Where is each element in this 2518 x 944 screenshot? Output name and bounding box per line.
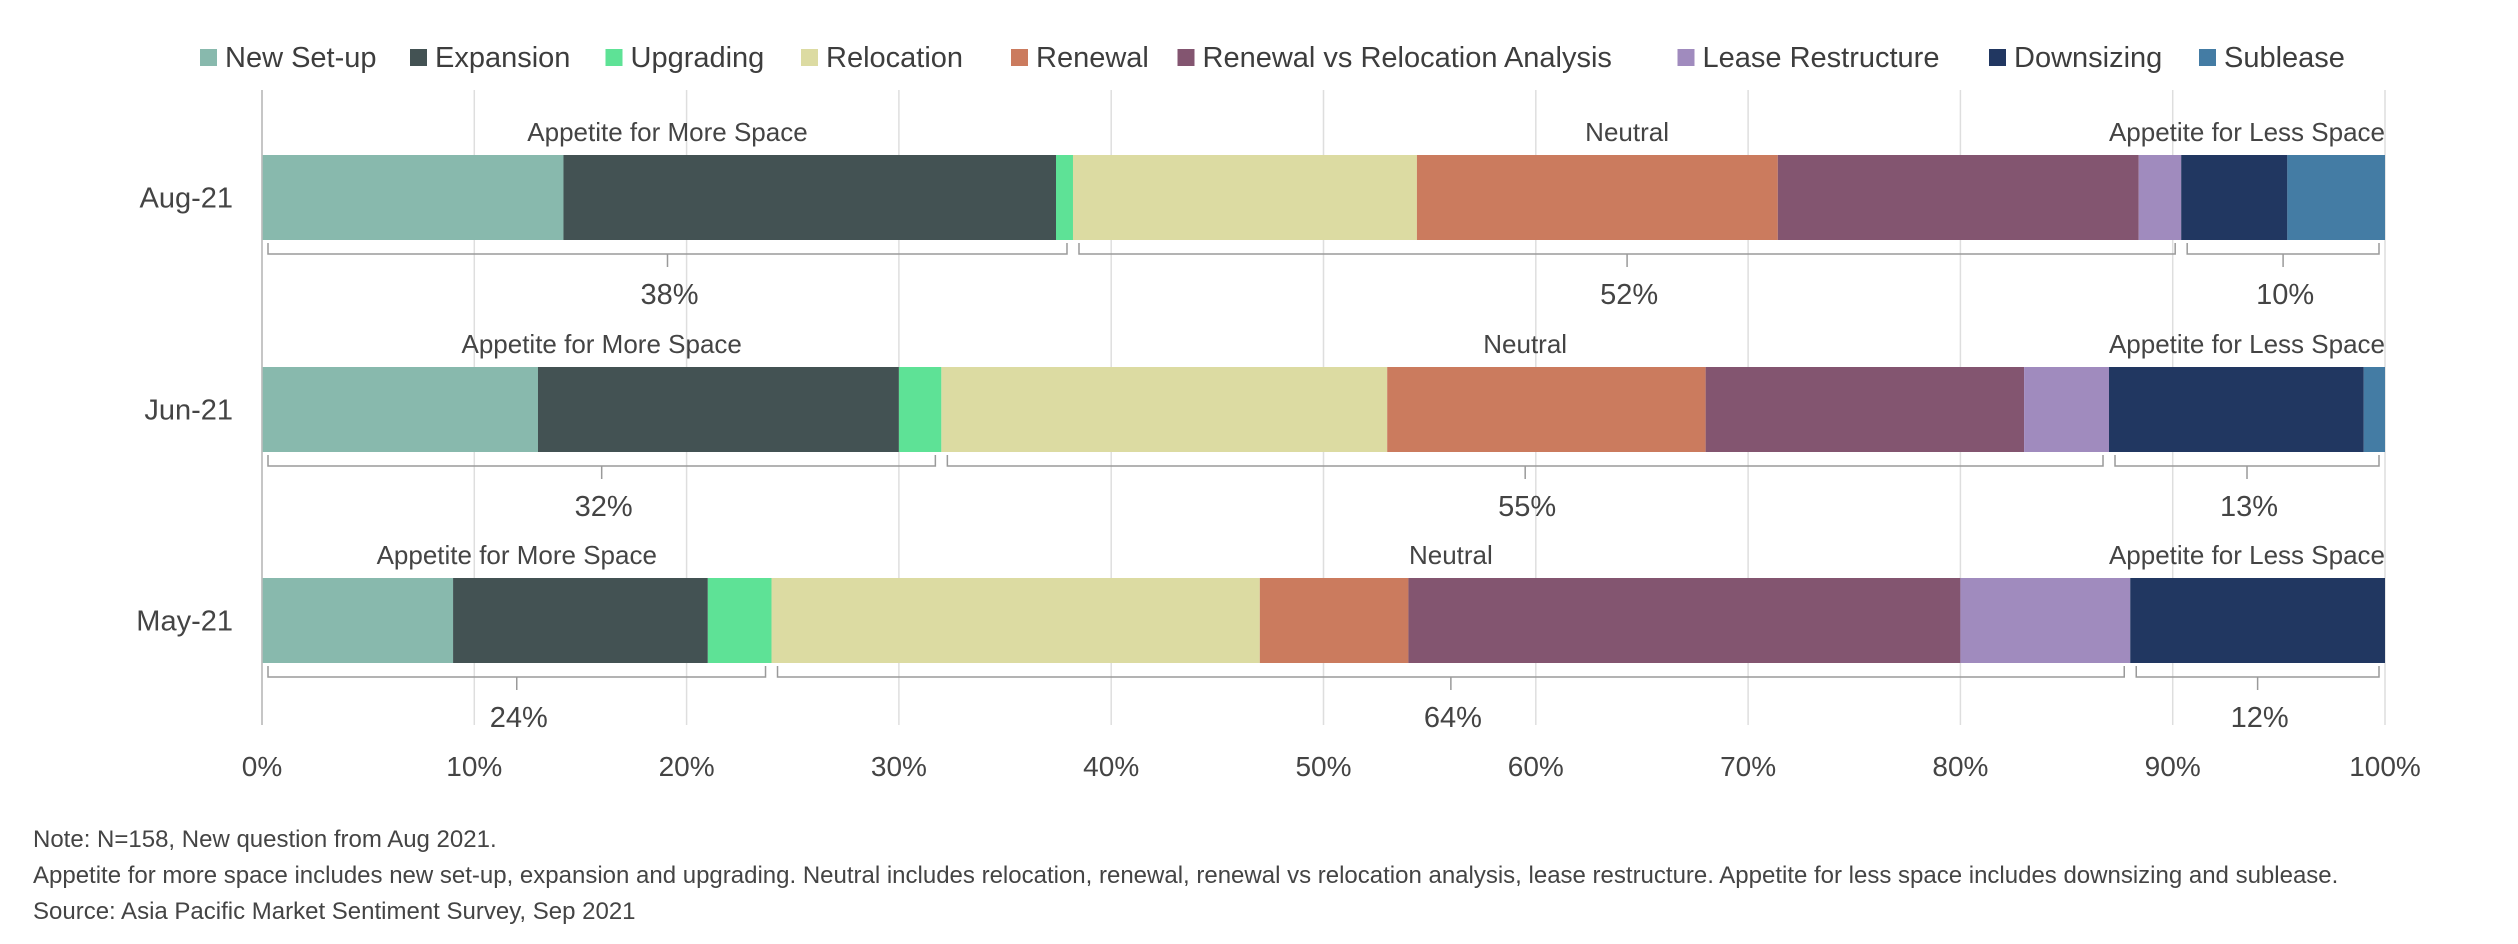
legend-swatch-sublease bbox=[2199, 49, 2216, 66]
group-bracket bbox=[2135, 666, 2380, 690]
bar-segment-upgrading bbox=[898, 367, 942, 452]
legend-label-expansion: Expansion bbox=[435, 42, 570, 74]
x-tick-label: 100% bbox=[2349, 751, 2421, 782]
bar-segment-upgrading bbox=[1056, 155, 1073, 240]
legend-label-new-set-up: New Set-up bbox=[225, 42, 377, 74]
axes: 0% 10% 20% 30% 40% 50% 60% 70% 80% 90% 100% Aug-21 J… bbox=[136, 90, 2421, 782]
group-title-label: Appetite for Less Space bbox=[2109, 329, 2385, 359]
legend-label-lease-restructure: Lease Restructure bbox=[1703, 42, 1940, 74]
group-total-label: 12% bbox=[2231, 702, 2289, 734]
x-tick-label: 90% bbox=[2145, 751, 2201, 782]
group-bracket bbox=[776, 666, 2125, 690]
bar-segment-relocation bbox=[771, 578, 1260, 663]
group-title-label: Neutral bbox=[1483, 329, 1567, 359]
legend-label-relocation: Relocation bbox=[826, 42, 963, 74]
group-bracket bbox=[2186, 243, 2380, 267]
bar-segment-lease-restructure bbox=[2138, 155, 2182, 240]
group-title-label: Appetite for More Space bbox=[461, 329, 741, 359]
group-total-label: 13% bbox=[2220, 491, 2278, 523]
bar-segment-relocation bbox=[1072, 155, 1417, 240]
x-tick-label: 10% bbox=[446, 751, 502, 782]
x-tick-label: 0% bbox=[242, 751, 282, 782]
group-total-label: 52% bbox=[1600, 279, 1658, 311]
bar-segment-downsizing bbox=[2181, 155, 2288, 240]
x-tick-label: 20% bbox=[659, 751, 715, 782]
group-total-label: 24% bbox=[490, 702, 548, 734]
group-bracket bbox=[267, 243, 1068, 267]
bar-segment-sublease bbox=[2287, 155, 2385, 240]
bar-segment-renewal-vs-relocation-analysis bbox=[1705, 367, 2025, 452]
bar-segment-downsizing bbox=[2130, 578, 2385, 663]
bar-segment-lease-restructure bbox=[1960, 578, 2131, 663]
legend-swatch-renewal-vs-relocation-analysis bbox=[1177, 49, 1195, 66]
bar-segment-upgrading bbox=[707, 578, 772, 663]
y-category-label: May-21 bbox=[136, 606, 233, 638]
legend-swatch-renewal bbox=[1011, 49, 1028, 66]
bar-segment-expansion bbox=[537, 367, 899, 452]
legend-label-downsizing: Downsizing bbox=[2014, 42, 2162, 74]
legend-swatch-new-set-up bbox=[200, 49, 217, 66]
x-tick-label: 60% bbox=[1508, 751, 1564, 782]
group-total-label: 38% bbox=[640, 279, 698, 311]
bar-segment-new-set-up bbox=[262, 367, 538, 452]
legend-swatch-relocation bbox=[801, 49, 818, 66]
group-title-label: Appetite for More Space bbox=[527, 117, 807, 147]
bar-segment-sublease bbox=[2363, 367, 2385, 452]
note-definitions: Appetite for more space includes new set… bbox=[33, 862, 2339, 889]
group-bracket bbox=[2114, 455, 2380, 479]
legend: New Set-up Expansion Upgrading Relocation Re… bbox=[200, 42, 2345, 74]
note-source: Source: Asia Pacific Market Sentiment Su… bbox=[33, 898, 636, 925]
bar-segment-renewal bbox=[1259, 578, 1409, 663]
group-title-label: Appetite for Less Space bbox=[2109, 540, 2385, 570]
group-bracket bbox=[267, 455, 937, 479]
note-sample: Note: N=158, New question from Aug 2021. bbox=[33, 826, 497, 853]
group-title-label: Neutral bbox=[1409, 540, 1493, 570]
bar-segment-lease-restructure bbox=[2024, 367, 2110, 452]
bar-segment-new-set-up bbox=[262, 578, 454, 663]
group-title-label: Neutral bbox=[1585, 117, 1669, 147]
group-brackets bbox=[267, 243, 2380, 690]
bar-segment-downsizing bbox=[2109, 367, 2364, 452]
bar-segment-expansion bbox=[453, 578, 708, 663]
group-bracket bbox=[267, 666, 767, 690]
group-total-label: 64% bbox=[1424, 702, 1482, 734]
x-tick-label: 70% bbox=[1720, 751, 1776, 782]
legend-label-sublease: Sublease bbox=[2224, 42, 2345, 74]
legend-label-upgrading: Upgrading bbox=[631, 42, 765, 74]
y-category-label: Aug-21 bbox=[139, 183, 233, 215]
legend-swatch-downsizing bbox=[1989, 49, 2006, 66]
bar-segment-renewal bbox=[1387, 367, 1706, 452]
group-total-label: 32% bbox=[575, 491, 633, 523]
group-total-label: 55% bbox=[1498, 491, 1556, 523]
bar-segment-renewal-vs-relocation-analysis bbox=[1408, 578, 1961, 663]
chart-notes: Note: N=158, New question from Aug 2021.… bbox=[33, 822, 2338, 930]
legend-swatch-expansion bbox=[410, 49, 427, 66]
legend-swatch-upgrading bbox=[605, 49, 623, 66]
legend-label-renewal-vs-relocation-analysis: Renewal vs Relocation Analysis bbox=[1203, 42, 1612, 74]
group-labels: 38% Appetite for More Space 52% Neutral 10% A… bbox=[377, 117, 2385, 734]
group-bracket bbox=[1078, 243, 2176, 267]
legend-label-renewal: Renewal bbox=[1036, 42, 1149, 74]
y-category-label: Jun-21 bbox=[144, 395, 233, 427]
x-tick-label: 80% bbox=[1932, 751, 1988, 782]
bar-segment-expansion bbox=[563, 155, 1057, 240]
x-tick-label: 50% bbox=[1295, 751, 1351, 782]
group-total-label: 10% bbox=[2256, 279, 2314, 311]
x-tick-label: 30% bbox=[871, 751, 927, 782]
bar-segment-new-set-up bbox=[262, 155, 564, 240]
legend-swatch-lease-restructure bbox=[1677, 49, 1695, 66]
x-tick-label: 40% bbox=[1083, 751, 1139, 782]
group-title-label: Appetite for More Space bbox=[377, 540, 657, 570]
bar-segment-renewal-vs-relocation-analysis bbox=[1777, 155, 2139, 240]
bar-segment-relocation bbox=[941, 367, 1388, 452]
group-bracket bbox=[946, 455, 2104, 479]
bars bbox=[262, 155, 2385, 663]
group-title-label: Appetite for Less Space bbox=[2109, 117, 2385, 147]
bar-segment-renewal bbox=[1416, 155, 1778, 240]
